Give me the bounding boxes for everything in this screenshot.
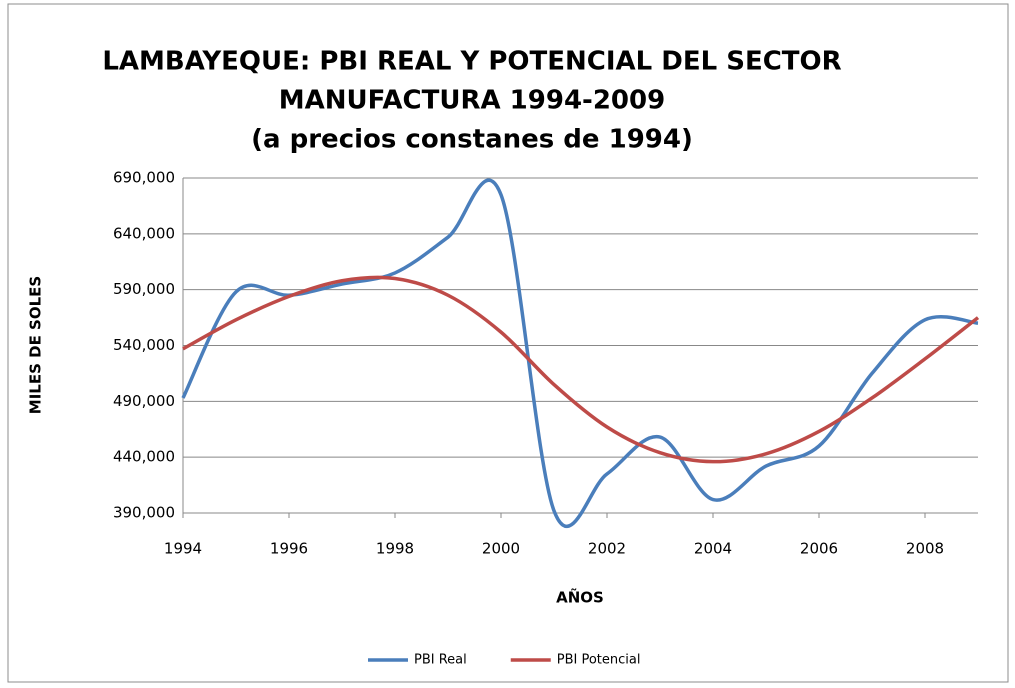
y-tick-label: 690,000	[113, 169, 175, 187]
legend-label: PBI Real	[414, 653, 467, 668]
x-tick-label: 2002	[588, 540, 626, 558]
chart-title: LAMBAYEQUE: PBI REAL Y POTENCIAL DEL SEC…	[102, 47, 841, 77]
series-line	[182, 275, 980, 464]
y-tick-label: 590,000	[113, 280, 175, 298]
y-axis-title: MILES DE SOLES	[27, 276, 45, 414]
x-axis-title: AÑOS	[556, 588, 604, 607]
series-line	[181, 178, 979, 529]
x-tick-label: 2008	[906, 540, 944, 558]
chart-title: MANUFACTURA 1994-2009	[279, 86, 665, 116]
y-tick-label: 540,000	[113, 336, 175, 354]
y-tick-label: 640,000	[113, 224, 175, 242]
x-tick-label: 2000	[482, 540, 520, 558]
y-tick-label: 490,000	[113, 392, 175, 410]
x-tick-label: 1996	[270, 540, 308, 558]
y-tick-label: 390,000	[113, 504, 175, 522]
x-tick-label: 2006	[800, 540, 838, 558]
x-tick-label: 1994	[164, 540, 202, 558]
y-tick-label: 440,000	[113, 448, 175, 466]
chart-border	[7, 3, 1009, 683]
x-tick-label: 1998	[376, 540, 414, 558]
chart-title: (a precios constanes de 1994)	[251, 125, 693, 155]
legend-label: PBI Potencial	[557, 653, 641, 668]
x-tick-label: 2004	[694, 540, 732, 558]
